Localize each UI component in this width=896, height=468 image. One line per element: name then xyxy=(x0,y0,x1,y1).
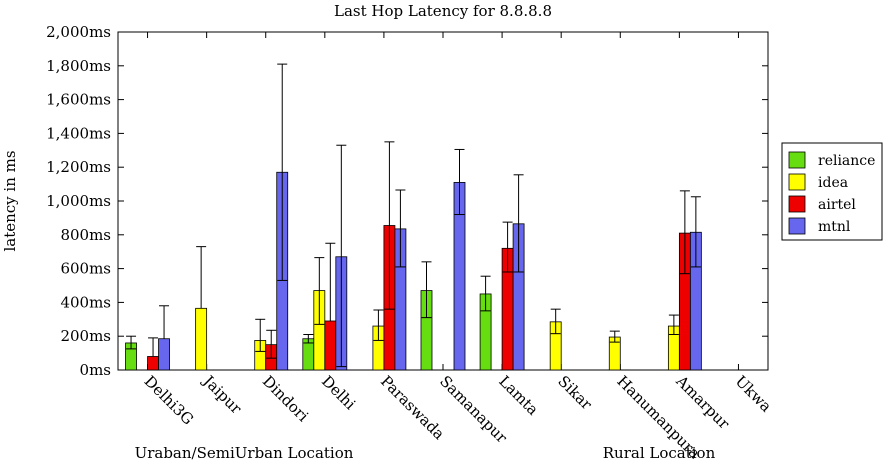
plot-frame xyxy=(117,31,769,371)
y-tick-label: 1,400ms xyxy=(46,124,111,142)
y-axis-label: latency in ms xyxy=(1,150,19,251)
legend-swatch-mtnl xyxy=(788,217,806,235)
x-tick-label: Delhi xyxy=(318,372,359,413)
x-tick-label: Dindori xyxy=(259,372,312,425)
legend: reliance idea airtel mtnl xyxy=(781,142,883,241)
y-tick-label: 0ms xyxy=(80,361,111,379)
group-label-urban: Uraban/SemiUrban Location xyxy=(135,444,354,462)
x-tick-label: Delhi3G xyxy=(141,372,197,428)
y-tick-label: 1,600ms xyxy=(46,91,111,109)
legend-swatch-airtel xyxy=(788,195,806,213)
bar-airtel xyxy=(147,356,159,371)
bar-idea xyxy=(195,307,208,371)
bar-airtel xyxy=(324,320,337,371)
chart-title: Last Hop Latency for 8.8.8.8 xyxy=(334,2,552,20)
error-bars xyxy=(126,63,701,368)
bar-mtnl xyxy=(158,338,170,371)
y-tick-label: 2,000ms xyxy=(46,23,111,41)
legend-swatch-reliance xyxy=(788,151,806,169)
x-tick-label: Amarpur xyxy=(672,371,734,433)
x-tick-label: Jaipur xyxy=(198,371,245,418)
y-tick-label: 1,800ms xyxy=(46,57,111,75)
legend-label-mtnl: mtnl xyxy=(818,219,851,235)
y-tick-label: 200ms xyxy=(60,327,111,345)
legend-label-idea: idea xyxy=(818,175,848,191)
group-label-rural: Rural Location xyxy=(603,444,716,462)
y-tick-label: 600ms xyxy=(60,260,111,278)
y-tick-label: 400ms xyxy=(60,293,111,311)
y-tick-label: 1,000ms xyxy=(46,192,111,210)
x-tick-label: Sikar xyxy=(554,372,596,414)
legend-label-reliance: reliance xyxy=(818,153,875,169)
y-tick-label: 800ms xyxy=(60,226,111,244)
legend-swatch-idea xyxy=(788,173,806,191)
x-tick-label: Lamta xyxy=(495,372,542,419)
legend-label-airtel: airtel xyxy=(818,197,856,213)
x-tick-label: Ukwa xyxy=(732,372,776,416)
y-tick-label: 1,200ms xyxy=(46,158,111,176)
y-axis: 0ms 200ms 400ms 600ms 800ms 1,000ms 1,200ms 1,4… xyxy=(46,23,768,379)
